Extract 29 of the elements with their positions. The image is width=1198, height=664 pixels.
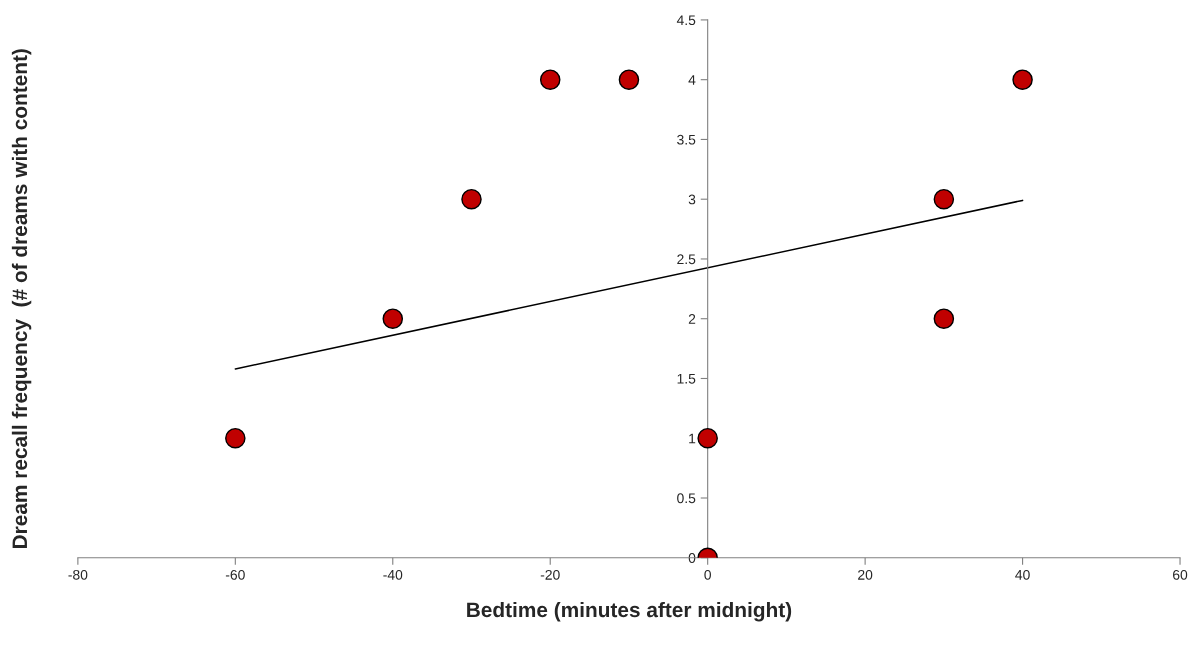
point: [461, 188, 482, 210]
y-tick-label: 4.5: [676, 15, 696, 26]
y-tick-label: 3: [688, 194, 696, 205]
x-tick-label: 60: [1173, 569, 1188, 580]
x-tick-label: -80: [68, 569, 88, 580]
point: [697, 427, 718, 449]
point: [539, 69, 561, 90]
x-tick-label: 20: [858, 569, 873, 580]
y-tick-label: 0: [688, 553, 696, 563]
y-tick-label: 2.5: [677, 254, 696, 265]
y-axis-title: Dream recall frequency (# of dreams with content): [11, 49, 32, 549]
point: [225, 427, 246, 449]
x-tick-label: 40: [1015, 569, 1030, 580]
point: [933, 308, 955, 329]
point: [933, 188, 955, 210]
y-tick-label: 4: [688, 75, 696, 85]
point: [618, 69, 640, 90]
x-axis-title: Bedtime (minutes after midnight): [467, 601, 792, 622]
y-tick-label: 0.5: [677, 493, 696, 504]
y-tick-label: 2: [688, 314, 696, 324]
x-tick-label: -60: [225, 569, 245, 580]
y-tick-label: 1.5: [677, 373, 696, 384]
y-tick-label: 3.5: [677, 134, 696, 145]
y-tick-label: 1: [689, 433, 696, 444]
x-tick-label: -40: [383, 569, 403, 580]
x-tick-label: -20: [540, 569, 560, 580]
x-tick-label: 0: [704, 569, 711, 580]
point: [1012, 69, 1033, 90]
point: [382, 308, 404, 329]
